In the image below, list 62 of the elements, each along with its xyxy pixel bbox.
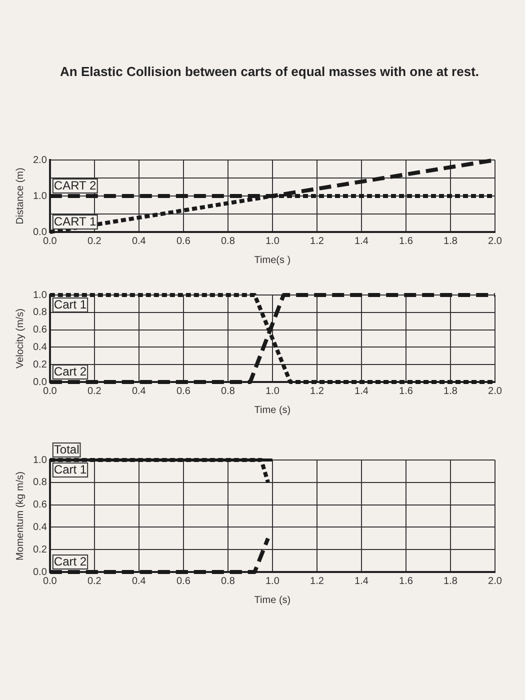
x-tick-label: 0.4 [132, 576, 146, 587]
x-tick-label: 1.2 [310, 236, 324, 247]
x-tick-label: 1.6 [399, 386, 414, 397]
x-tick-label: 1.4 [354, 386, 369, 397]
x-tick-label: 0.4 [132, 236, 146, 247]
x-tick-label: 0.0 [42, 576, 58, 587]
y-tick-label: 0.0 [32, 376, 48, 388]
y-tick-label: 0.0 [32, 566, 48, 578]
x-tick-label: 1.8 [444, 576, 458, 587]
series-label: Cart 1 [54, 462, 87, 476]
x-tick-label: 1.0 [266, 576, 280, 587]
x-tick-label: 0.8 [220, 576, 236, 587]
series-label: CART 1 [54, 214, 96, 228]
y-tick-label: 1.0 [32, 190, 48, 202]
y-tick-label: 0.6 [32, 500, 48, 511]
y-axis-title: Momentum (kg m/s) [14, 472, 26, 560]
series-label: Cart 2 [54, 554, 87, 568]
series-label: Cart 1 [54, 297, 87, 312]
x-tick-label: 0.6 [176, 386, 191, 397]
y-tick-label: 0.0 [32, 226, 48, 238]
series-label: Total [54, 442, 80, 456]
y-tick-label: 1.0 [32, 454, 48, 466]
y-tick-label: 0.6 [32, 324, 48, 336]
x-tick-label: 0.8 [220, 236, 236, 247]
x-tick-label: 1.8 [444, 386, 458, 397]
x-tick-label: 1.4 [354, 576, 369, 587]
x-tick-label: 0.8 [220, 386, 236, 397]
y-tick-label: 0.2 [32, 544, 48, 556]
x-tick-label: 2.0 [488, 386, 502, 397]
x-tick-label: 2.0 [488, 236, 502, 247]
chart-title: An Elastic Collision between carts of equal masses with one at rest. [60, 64, 480, 79]
y-axis-title: Distance (m) [14, 168, 26, 224]
x-axis-title: Time (s) [254, 594, 291, 606]
x-axis-title: Time(s ) [254, 254, 291, 266]
x-tick-label: 1.8 [444, 236, 458, 247]
x-tick-label: 1.0 [266, 236, 280, 247]
series-label: Cart 2 [54, 364, 87, 378]
x-tick-label: 0.6 [176, 236, 191, 247]
x-tick-label: 0.4 [132, 386, 146, 397]
y-tick-label: 2.0 [32, 154, 48, 166]
x-tick-label: 1.4 [354, 236, 369, 247]
x-tick-label: 0.0 [42, 236, 58, 247]
x-tick-label: 0.2 [87, 386, 102, 397]
x-axis-title: Time (s) [254, 404, 291, 416]
x-tick-label: 1.6 [399, 576, 414, 587]
x-tick-label: 1.6 [399, 236, 414, 247]
y-tick-label: 0.8 [32, 307, 48, 318]
x-tick-label: 0.2 [87, 576, 102, 587]
y-axis-title: Velocity (m/s) [14, 308, 26, 369]
y-tick-label: 0.2 [32, 359, 48, 370]
x-tick-label: 1.2 [310, 576, 324, 587]
series-label: CART 2 [54, 178, 96, 192]
x-tick-label: 0.2 [87, 236, 102, 247]
x-tick-label: 0.6 [176, 576, 191, 587]
x-tick-label: 1.2 [310, 386, 324, 397]
x-tick-label: 2.0 [488, 576, 502, 587]
y-tick-label: 1.0 [32, 290, 48, 301]
y-tick-label: 0.4 [32, 342, 48, 353]
y-tick-label: 0.8 [32, 477, 48, 488]
x-tick-label: 0.0 [42, 386, 58, 397]
y-tick-label: 0.4 [32, 522, 48, 533]
x-tick-label: 1.0 [266, 386, 280, 397]
